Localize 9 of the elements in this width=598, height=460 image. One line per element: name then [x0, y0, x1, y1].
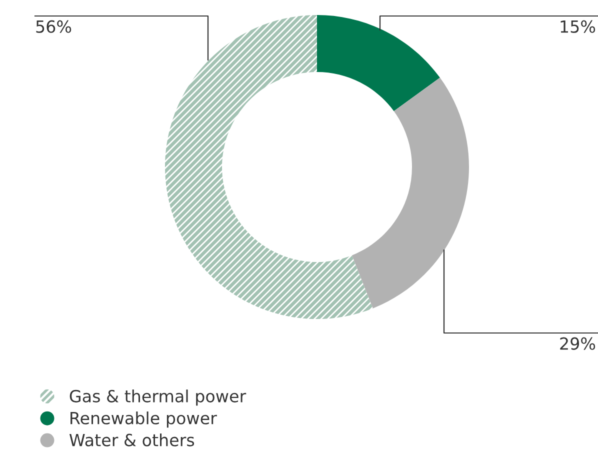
donut-slice: [352, 78, 469, 308]
donut-slice: [165, 15, 373, 319]
data-label: 15%: [560, 20, 596, 33]
donut-slice: [317, 15, 440, 112]
data-label: 56%: [36, 20, 72, 33]
legend-label: Water & others: [69, 433, 194, 446]
slice-label: Gas & thermal power: [70, 390, 246, 406]
data-label: 29%: [560, 337, 596, 350]
legend-label: Renewable power: [70, 412, 217, 428]
